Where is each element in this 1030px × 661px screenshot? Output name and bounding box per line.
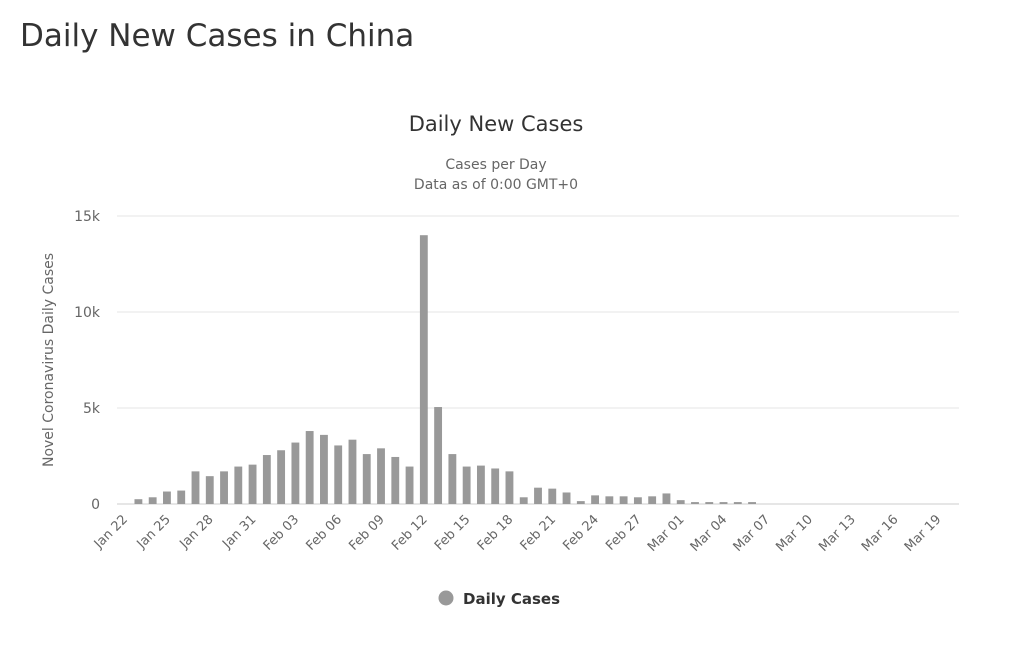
- bar[interactable]: [163, 492, 171, 504]
- x-tick-label: Jan 31: [219, 512, 259, 552]
- bar[interactable]: [334, 445, 342, 504]
- chart-title: Daily New Cases: [409, 112, 584, 136]
- bar[interactable]: [748, 502, 756, 504]
- x-tick-label: Mar 04: [688, 512, 731, 555]
- y-tick-label: 5k: [83, 401, 101, 417]
- bar[interactable]: [634, 497, 642, 504]
- bar[interactable]: [734, 502, 742, 504]
- y-axis-ticks: 0 5k 10k 15k: [74, 209, 101, 513]
- x-tick-label: Jan 28: [176, 512, 216, 552]
- bar[interactable]: [663, 493, 671, 504]
- legend-marker: [439, 591, 454, 606]
- bar[interactable]: [192, 471, 200, 504]
- bar[interactable]: [220, 471, 228, 504]
- bar[interactable]: [577, 501, 585, 504]
- bar[interactable]: [620, 496, 628, 504]
- bar[interactable]: [391, 457, 399, 504]
- x-tick-label: Feb 21: [518, 512, 560, 554]
- bar[interactable]: [206, 476, 214, 504]
- bar[interactable]: [477, 466, 485, 504]
- bar[interactable]: [520, 497, 528, 504]
- bar[interactable]: [491, 468, 499, 504]
- y-tick-label: 0: [91, 497, 100, 513]
- x-tick-label: Feb 24: [560, 512, 602, 554]
- x-tick-label: Feb 12: [389, 512, 431, 554]
- bar[interactable]: [563, 492, 571, 504]
- bar[interactable]: [277, 450, 285, 504]
- x-axis-ticks: Jan 22 Jan 25 Jan 28 Jan 31 Feb 03 Feb 06 Feb …: [91, 512, 945, 555]
- bar[interactable]: [377, 448, 385, 504]
- bar[interactable]: [548, 489, 556, 504]
- bar[interactable]: [249, 465, 257, 504]
- y-axis-label: Novel Coronavirus Daily Cases: [41, 253, 57, 467]
- bar[interactable]: [591, 495, 599, 504]
- legend-label[interactable]: Daily Cases: [463, 590, 560, 608]
- bar[interactable]: [677, 500, 685, 504]
- chart-subtitle-line-2: Data as of 0:00 GMT+0: [414, 177, 578, 193]
- legend[interactable]: Daily Cases: [439, 590, 561, 608]
- bar[interactable]: [605, 496, 613, 504]
- bar[interactable]: [291, 443, 299, 504]
- x-tick-label: Mar 19: [902, 512, 945, 555]
- x-tick-label: Mar 13: [816, 512, 859, 555]
- x-tick-label: Feb 15: [432, 512, 474, 554]
- bar[interactable]: [320, 435, 328, 504]
- bar-series: [134, 235, 756, 504]
- bar[interactable]: [406, 467, 414, 504]
- bar[interactable]: [177, 491, 185, 504]
- x-tick-label: Mar 16: [859, 512, 902, 555]
- bar[interactable]: [648, 496, 656, 504]
- x-tick-label: Jan 22: [91, 512, 131, 552]
- bar[interactable]: [506, 471, 514, 504]
- bar[interactable]: [234, 467, 242, 504]
- x-tick-label: Feb 18: [475, 512, 517, 554]
- bar[interactable]: [134, 499, 142, 504]
- bar[interactable]: [534, 488, 542, 504]
- x-tick-label: Feb 06: [304, 512, 346, 554]
- x-tick-label: Feb 03: [261, 512, 303, 554]
- bar[interactable]: [720, 502, 728, 504]
- bar[interactable]: [434, 407, 442, 504]
- bar[interactable]: [263, 455, 271, 504]
- x-tick-label: Mar 10: [773, 512, 816, 555]
- x-tick-label: Jan 25: [134, 512, 174, 552]
- bar[interactable]: [349, 440, 357, 504]
- bar[interactable]: [363, 454, 371, 504]
- x-tick-label: Feb 09: [346, 512, 388, 554]
- bar[interactable]: [448, 454, 456, 504]
- bar[interactable]: [420, 235, 428, 504]
- chart-subtitle-line-1: Cases per Day: [445, 157, 546, 173]
- bar[interactable]: [463, 467, 471, 504]
- bar[interactable]: [306, 431, 314, 504]
- bar[interactable]: [149, 497, 157, 504]
- y-tick-label: 15k: [74, 209, 101, 225]
- x-tick-label: Feb 27: [603, 512, 645, 554]
- bar[interactable]: [691, 502, 699, 504]
- gridlines: [117, 216, 959, 504]
- bar[interactable]: [705, 502, 713, 504]
- y-tick-label: 10k: [74, 305, 101, 321]
- x-tick-label: Mar 07: [731, 512, 774, 555]
- x-tick-label: Mar 01: [645, 512, 688, 555]
